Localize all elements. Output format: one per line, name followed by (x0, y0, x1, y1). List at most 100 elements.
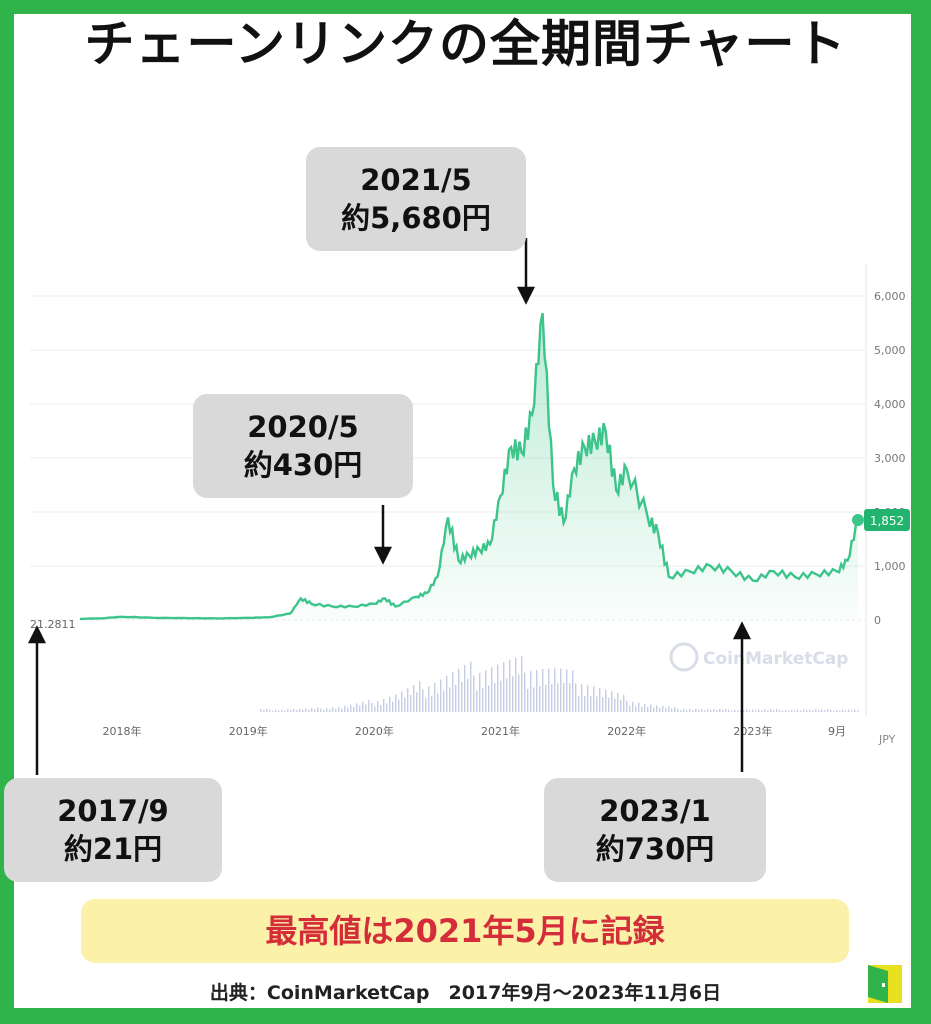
volume-bar (680, 710, 682, 712)
volume-bar (599, 687, 601, 712)
callout-2017: 2017/9 約21円 (4, 778, 222, 882)
volume-bar (788, 710, 790, 712)
volume-bar (524, 672, 526, 712)
volume-bar (743, 710, 745, 712)
volume-bar (344, 705, 346, 712)
volume-bar (647, 707, 649, 712)
volume-bar (839, 710, 841, 712)
volume-bar (668, 706, 670, 712)
volume-bar (857, 710, 859, 712)
volume-bar (608, 697, 610, 712)
volume-bar (845, 710, 847, 712)
volume-bar (395, 694, 397, 712)
volume-bar (404, 697, 406, 712)
volume-bar (452, 672, 454, 712)
volume-bar (458, 668, 460, 712)
volume-bar (362, 701, 364, 712)
volume-bar (407, 688, 409, 712)
volume-bar (674, 706, 676, 712)
volume-bar (578, 695, 580, 712)
volume-bar (734, 709, 736, 712)
volume-bar (785, 709, 787, 712)
callout-2023: 2023/1 約730円 (544, 778, 766, 882)
volume-bar (338, 706, 340, 712)
volume-bar (851, 710, 853, 712)
volume-bar (299, 708, 301, 712)
highlight-banner: 最高値は2021年5月に記録 (81, 899, 849, 963)
volume-bar (830, 709, 832, 712)
volume-bar (551, 683, 553, 712)
x-tick-label: 2020年 (355, 724, 394, 738)
volume-bar (773, 710, 775, 712)
volume-bar (761, 710, 763, 712)
callout-price: 約5,680円 (341, 201, 491, 235)
volume-bar (272, 710, 274, 712)
volume-bar (494, 683, 496, 712)
volume-bar (545, 684, 547, 712)
volume-bar (623, 694, 625, 712)
y-tick-label: 1,000 (874, 560, 906, 573)
volume-bar (572, 670, 574, 712)
volume-bar (707, 709, 709, 712)
volume-bar (659, 707, 661, 712)
volume-bar (542, 669, 544, 712)
volume-bar (620, 699, 622, 712)
volume-bar (347, 707, 349, 712)
current-price-badge: 1,852 (864, 509, 910, 531)
volume-bar (365, 704, 367, 712)
volume-bar (698, 710, 700, 712)
volume-bar (431, 695, 433, 712)
callout-date: 2020/5 (247, 410, 359, 444)
volume-bar (368, 699, 370, 712)
volume-bar (437, 693, 439, 712)
volume-bar (539, 686, 541, 712)
volume-bar (704, 710, 706, 712)
volume-bar (629, 705, 631, 712)
volume-bar (284, 710, 286, 712)
volume-bar (410, 694, 412, 712)
volume-bar (287, 709, 289, 712)
watermark: CoinMarketCap (669, 642, 848, 672)
volume-bar (662, 705, 664, 712)
volume-bar (329, 709, 331, 712)
volume-bar (722, 709, 724, 712)
volume-bar (728, 709, 730, 712)
volume-bar (506, 678, 508, 712)
volume-bar (791, 709, 793, 712)
volume-bar (446, 675, 448, 712)
volume-bar (278, 710, 280, 712)
callout-price: 約730円 (595, 832, 715, 866)
volume-bar (641, 706, 643, 712)
volume-bar (653, 707, 655, 712)
volume-bar (617, 693, 619, 712)
callout-price: 約430円 (243, 448, 363, 482)
volume-bar (275, 709, 277, 712)
volume-bar (821, 709, 823, 712)
volume-bar (374, 706, 376, 712)
y-tick-label: 4,000 (874, 398, 906, 411)
volume-bar (359, 705, 361, 712)
volume-bar (749, 710, 751, 712)
volume-bar (725, 708, 727, 712)
x-tick-label: 2018年 (103, 724, 142, 738)
volume-bar (314, 709, 316, 712)
volume-bar (590, 696, 592, 712)
volume-bar (569, 683, 571, 712)
volume-bar (596, 696, 598, 712)
volume-bar (428, 686, 430, 712)
volume-bar (350, 704, 352, 712)
volume-bar (434, 682, 436, 712)
volume-bar (605, 689, 607, 712)
volume-bar (527, 689, 529, 712)
volume-bar (794, 710, 796, 712)
volume-bar (416, 692, 418, 712)
volume-bar (443, 690, 445, 712)
volume-bar (302, 709, 304, 712)
volume-bar (731, 710, 733, 712)
volume-bar (389, 696, 391, 712)
volume-bar (398, 699, 400, 712)
volume-bar (311, 707, 313, 712)
volume-bar (800, 710, 802, 712)
volume-bar (815, 709, 817, 712)
